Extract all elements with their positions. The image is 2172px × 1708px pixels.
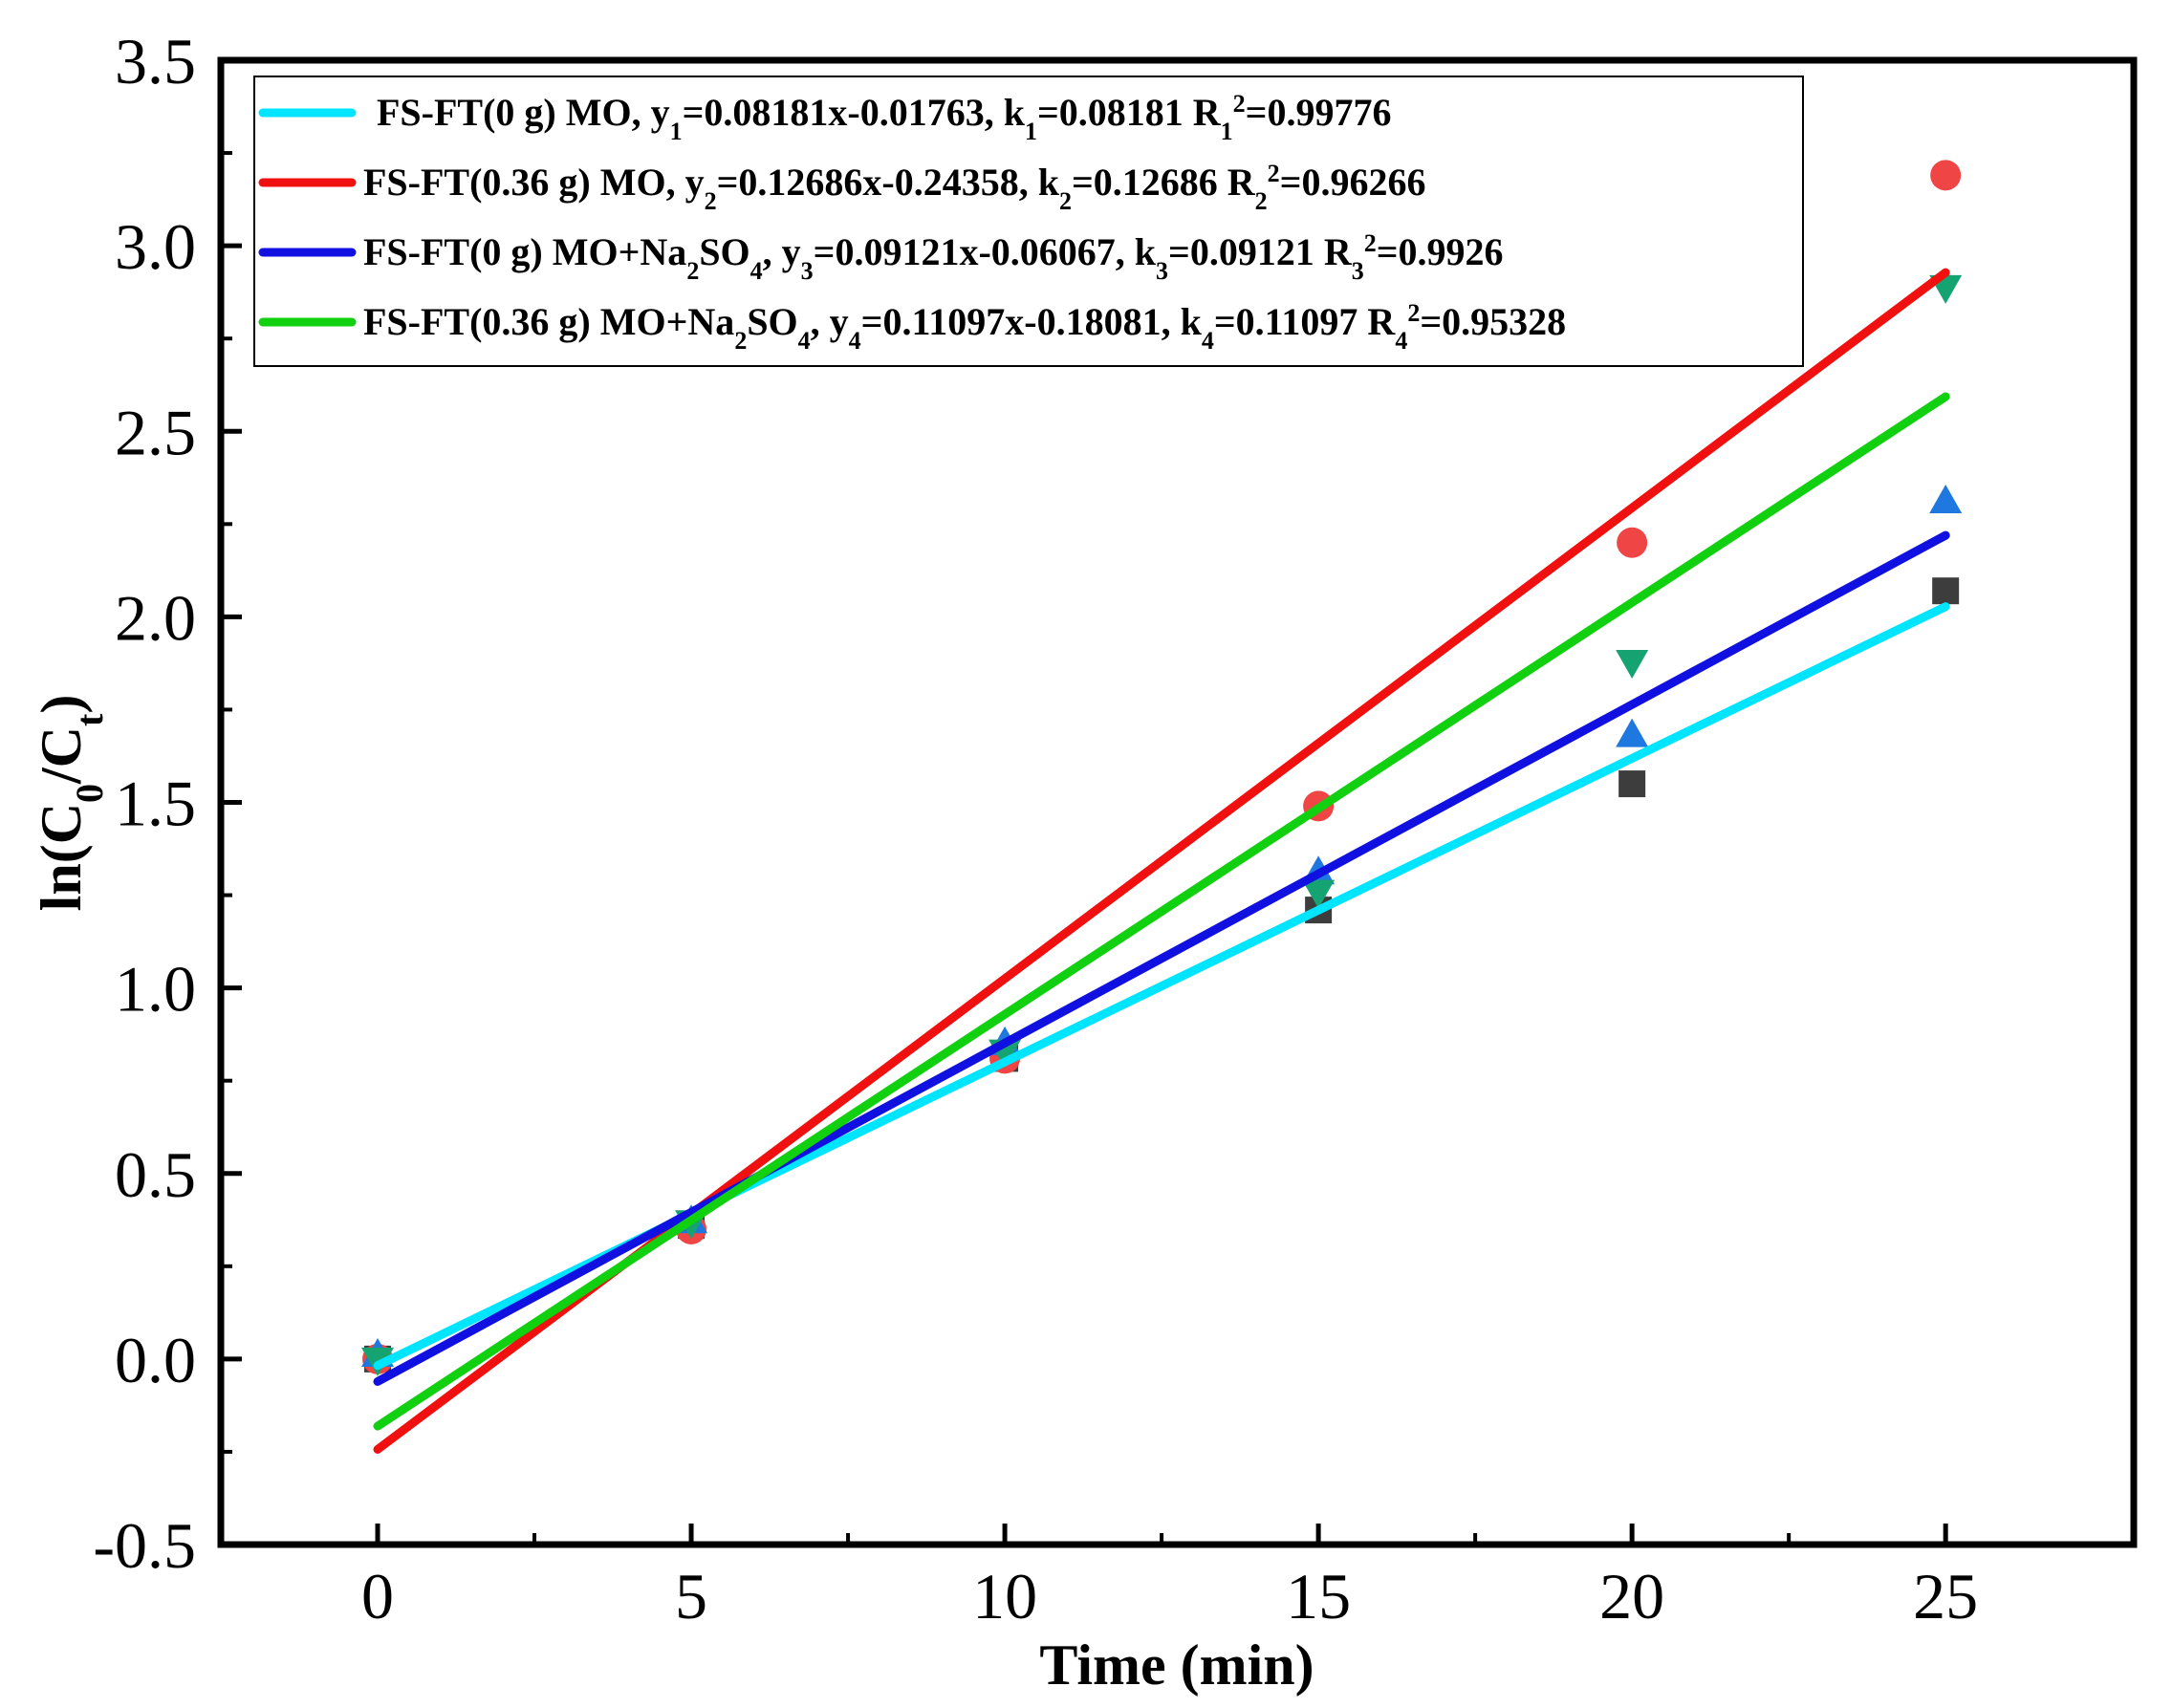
- x-axis-title: Time (min): [1039, 1633, 1314, 1697]
- axis-ticks: [221, 57, 1948, 1547]
- data-point-series-3: [1616, 718, 1649, 747]
- y-tick-label: -0.5: [93, 1509, 196, 1582]
- y-tick-label: 2.0: [115, 581, 196, 654]
- y-tick-label: 3.5: [115, 25, 196, 97]
- data-point-series-4: [1302, 879, 1336, 909]
- x-tick-label: 10: [972, 1560, 1037, 1632]
- x-tick-label: 25: [1913, 1560, 1978, 1632]
- fit-line-series-4: [373, 392, 1950, 1431]
- data-point-series-1: [1932, 577, 1960, 605]
- y-tick-label: 1.0: [115, 953, 196, 1026]
- data-point-series-1: [1618, 770, 1646, 798]
- data-point-series-2: [1617, 527, 1648, 558]
- data-point-series-2: [1930, 160, 1962, 191]
- y-tick-label: 1.5: [115, 768, 196, 840]
- x-tick-label: 20: [1599, 1560, 1664, 1632]
- data-point-series-3: [1929, 485, 1963, 514]
- legend-label-series-2: FS-FT(0.36 g) MO, y2=0.12686x-0.24358, k…: [363, 160, 1425, 215]
- x-tick-label: 15: [1286, 1560, 1351, 1632]
- legend-box: [253, 76, 1804, 367]
- y-axis-title: ln(C0/Ct): [30, 695, 111, 912]
- legend: FS-FT(0 g) MO, y1=0.08181x-0.01763, k1=0…: [253, 76, 1804, 367]
- fit-line-series-3: [373, 530, 1950, 1386]
- legend-label-series-4: FS-FT(0.36 g) MO+Na2SO4, y4=0.11097x-0.1…: [363, 299, 1566, 355]
- fit-lines: [373, 268, 1950, 1454]
- data-point-series-4: [1616, 649, 1649, 679]
- y-tick-label: 3.0: [115, 210, 196, 283]
- x-tick-label: 5: [675, 1560, 707, 1632]
- y-tick-label: 2.5: [115, 396, 196, 468]
- axis-tick-labels: 0 5 10 15 20 25 -0.5 0.0 0.5 1.0 1.5 2.0 2.5 3.0 3.5: [93, 25, 1978, 1632]
- y-tick-label: 0.0: [115, 1324, 196, 1396]
- legend-label-series-1: FS-FT(0 g) MO, y1=0.08181x-0.01763, k1=0…: [377, 90, 1391, 145]
- legend-label-series-3: FS-FT(0 g) MO+Na2SO4, y3=0.09121x-0.0606…: [363, 229, 1504, 285]
- y-tick-label: 0.5: [115, 1138, 196, 1211]
- x-tick-label: 0: [361, 1560, 394, 1632]
